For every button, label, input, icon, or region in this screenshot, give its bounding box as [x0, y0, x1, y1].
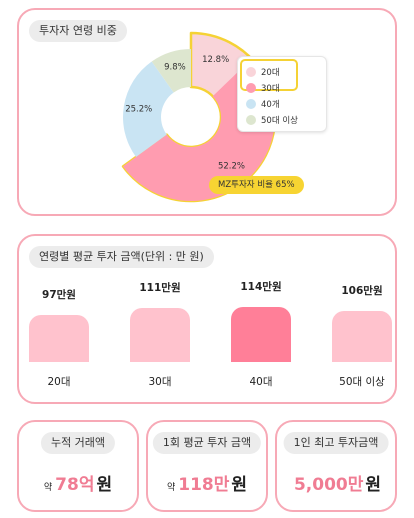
stat-unit: 원 [231, 475, 248, 495]
legend-item: 20대 [246, 65, 280, 79]
donut-slice-4 [151, 49, 191, 93]
stat-number: 78억 [55, 475, 95, 495]
legend-label: 40개 [261, 100, 280, 110]
legend-item: 30대 [246, 81, 280, 95]
donut-slice-label: 9.8% [164, 62, 186, 72]
bar-value-label: 114만원 [240, 281, 282, 293]
stat-number: 5,000만 [293, 475, 364, 495]
donut-slice-label: 52.2% [218, 161, 245, 171]
donut-slice-label: 25.2% [125, 104, 152, 114]
legend-swatch [246, 83, 256, 93]
bar-4 [332, 311, 392, 362]
bar-category-label: 40대 [249, 376, 273, 388]
stat-prefix: 약 [166, 483, 176, 493]
stat-card-max-per-person: 1인 최고 투자금액 5,000만 원 [275, 420, 397, 512]
stat-unit: 원 [96, 475, 113, 495]
stat-value-row: 5,000만 원 [277, 470, 395, 495]
donut-slice-3 [123, 61, 174, 157]
bar-category-label: 20대 [47, 376, 71, 388]
age-share-title: 투자자 연령 비중 [29, 20, 127, 42]
bar-value-label: 111만원 [139, 282, 181, 294]
donut-slice-1 [191, 33, 252, 97]
bar-category-label: 30대 [148, 376, 172, 388]
bar-value-label: 106만원 [341, 285, 383, 297]
avg-investment-card: 연령별 평균 투자 금액(단위 : 만 원) 97만원 20대 111만원 30대 11… [17, 234, 397, 404]
legend-swatch [246, 99, 256, 109]
stat-label: 1인 최고 투자금액 [283, 432, 389, 454]
bar-value-label: 97만원 [42, 289, 76, 301]
legend-swatch [246, 67, 256, 77]
legend-label: 30대 [261, 84, 280, 94]
age-share-card: 투자자 연령 비중 12.8% 52.2% 25.2% 9.8% 20대 30대 40개 5… [17, 8, 397, 216]
legend-item: 40개 [246, 97, 280, 111]
stat-value-row: 약 118만 원 [148, 470, 266, 495]
stat-prefix: 약 [43, 483, 53, 493]
stat-card-total-volume: 누적 거래액 약 78억 원 [17, 420, 139, 512]
legend-swatch [246, 115, 256, 125]
mz-ratio-badge: MZ투자자 비율 65% [209, 176, 304, 194]
stat-unit: 원 [365, 475, 382, 495]
donut-slice-label: 12.8% [202, 55, 229, 65]
bar-3 [231, 307, 291, 362]
stat-number: 118만 [178, 475, 230, 495]
legend-label: 20대 [261, 68, 280, 78]
stat-label: 1회 평균 투자 금액 [152, 432, 262, 454]
stat-card-avg-per-investment: 1회 평균 투자 금액 약 118만 원 [146, 420, 268, 512]
bar-category-label: 50대 이상 [339, 376, 385, 388]
bar-1 [29, 315, 89, 362]
donut-legend: 20대 30대 40개 50대 이상 [237, 56, 327, 132]
mz-legend-highlight [240, 59, 298, 91]
legend-item: 50대 이상 [246, 113, 298, 127]
stat-label: 누적 거래액 [40, 432, 116, 454]
bar-2 [130, 308, 190, 362]
legend-label: 50대 이상 [261, 116, 298, 126]
stat-value-row: 약 78억 원 [19, 470, 137, 495]
avg-investment-title: 연령별 평균 투자 금액(단위 : 만 원) [29, 246, 214, 268]
